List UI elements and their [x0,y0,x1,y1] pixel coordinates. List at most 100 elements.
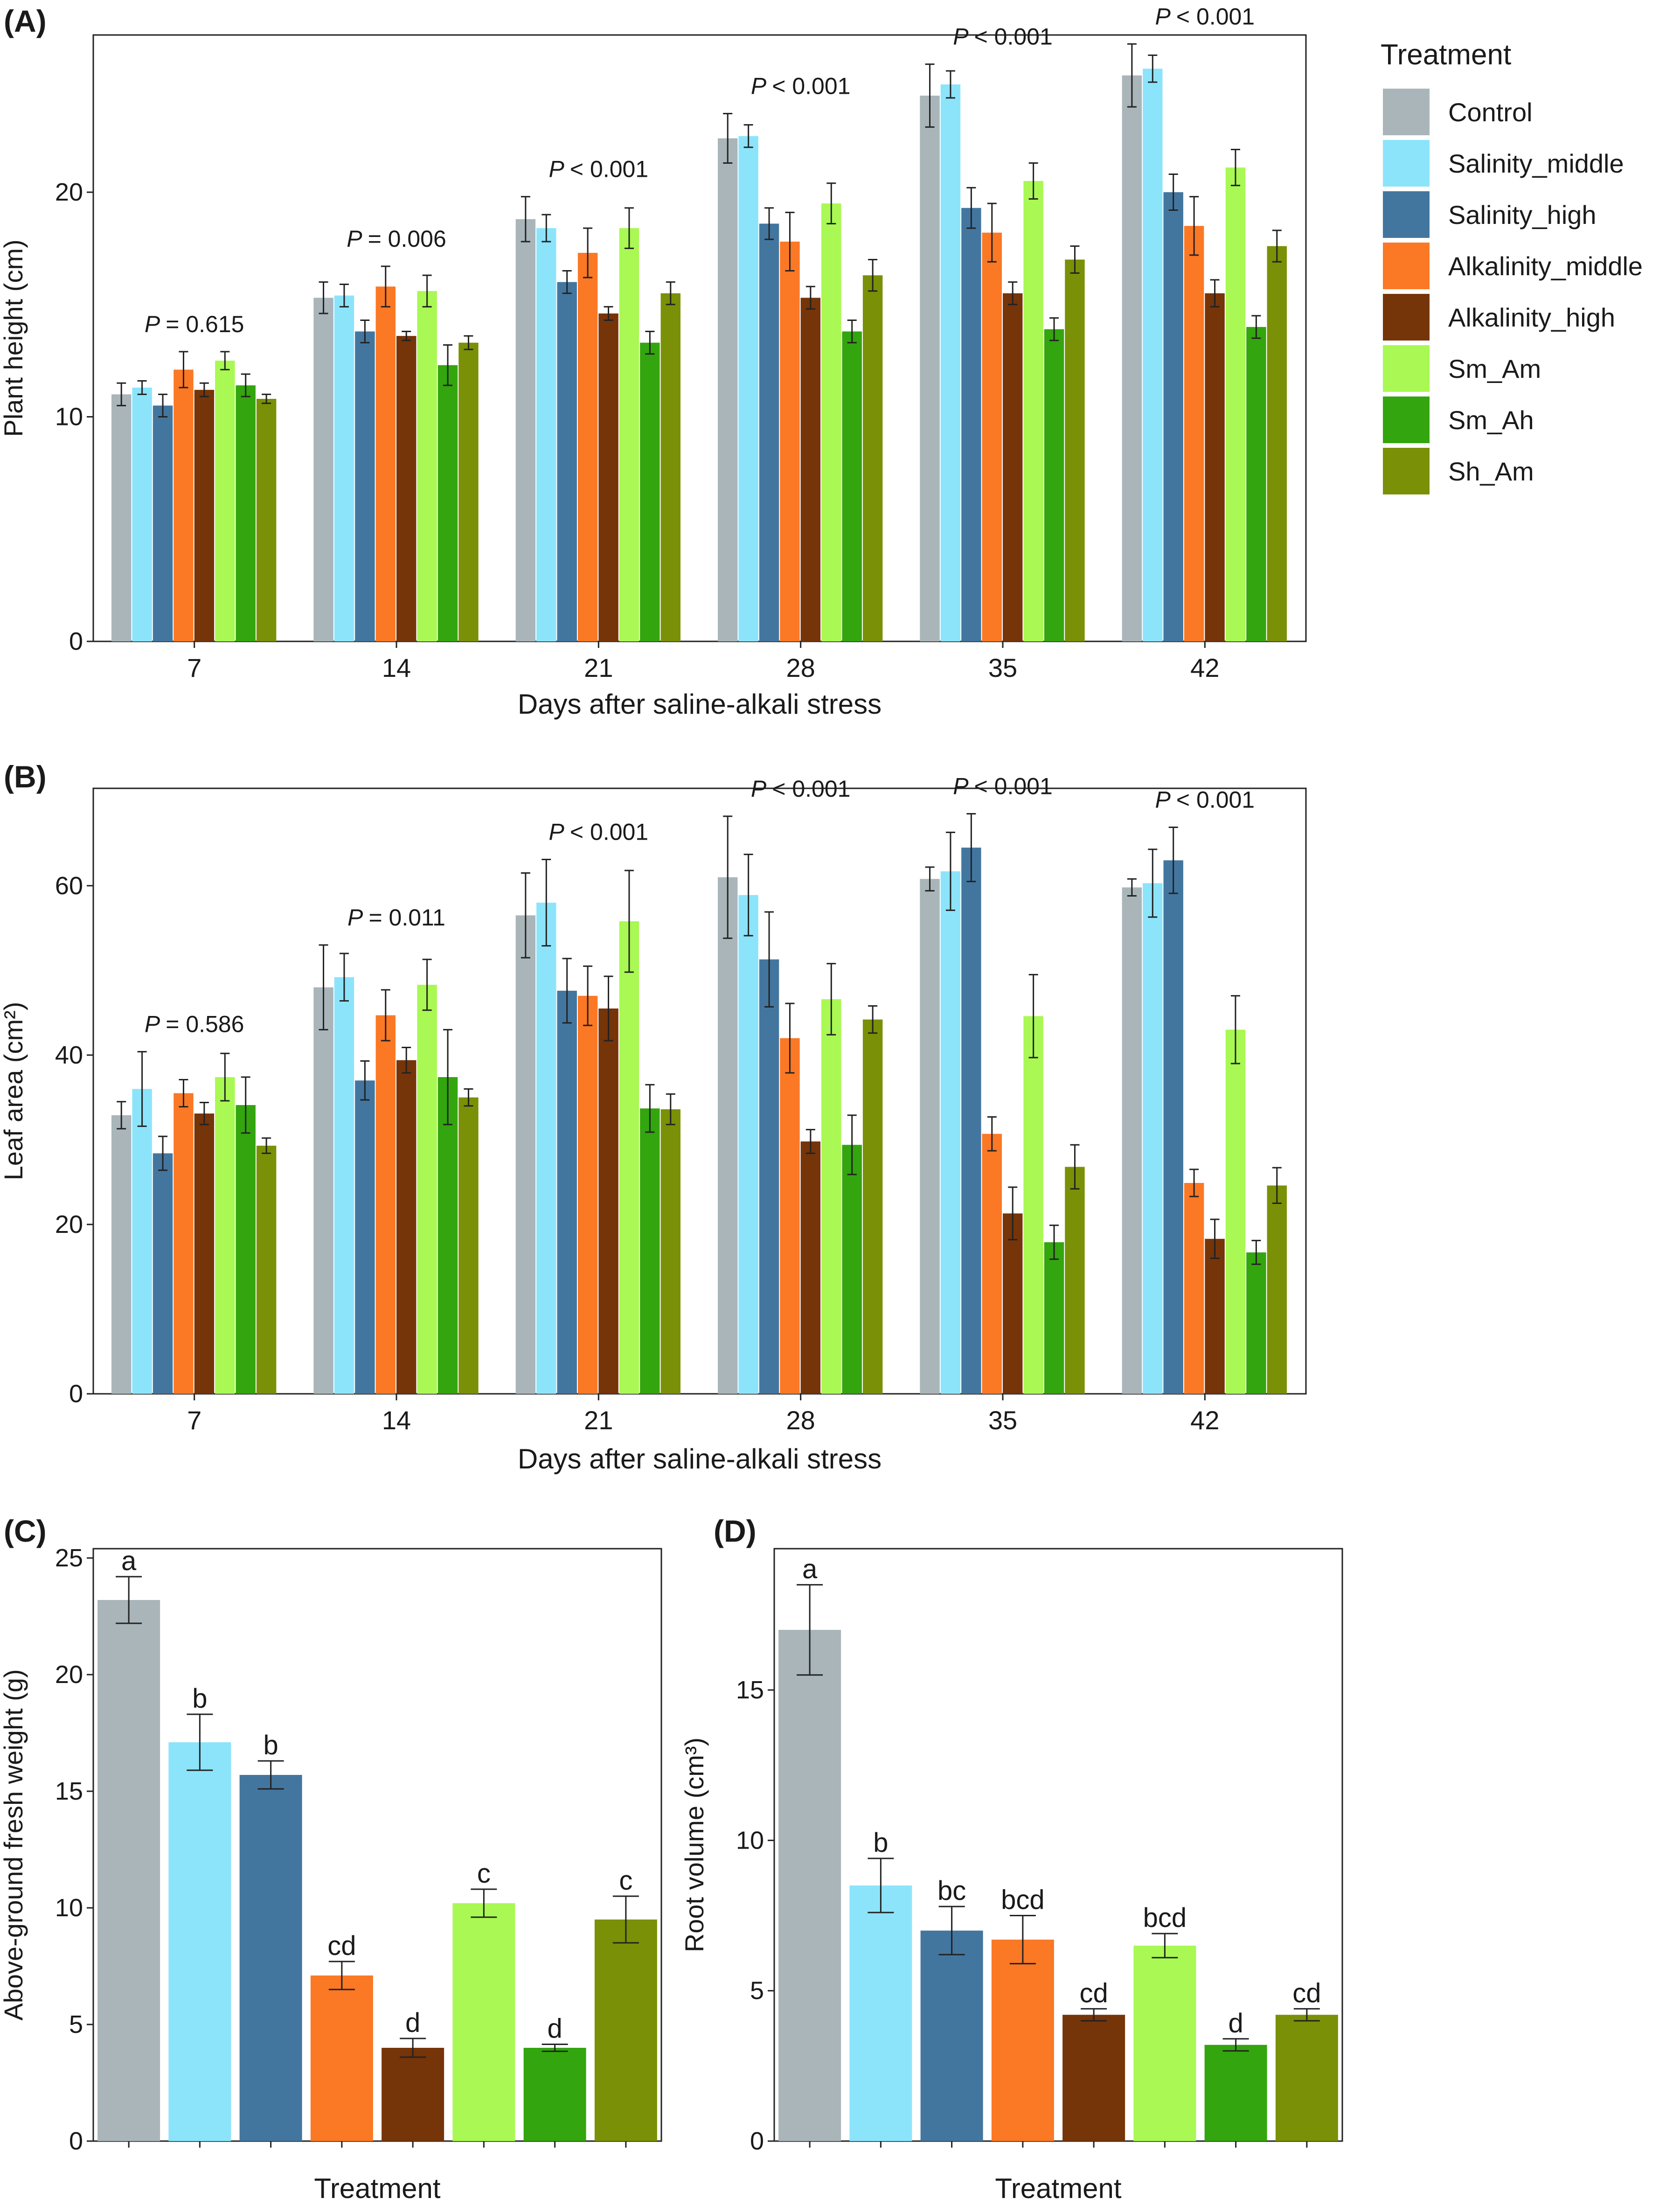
bar [1143,883,1163,1394]
y-tick-label: 40 [55,1041,83,1069]
bar [619,921,639,1394]
legend-item-label: Alkalinity_middle [1448,251,1643,281]
bar [991,1940,1054,2141]
bar [640,342,660,641]
bar [780,241,800,641]
legend-swatch [1383,191,1430,238]
x-tick-label: 28 [786,1405,815,1435]
p-value-label: P < 0.001 [1155,787,1255,813]
y-tick-label: 10 [55,1894,83,1922]
bar [523,2048,586,2141]
bar [660,293,680,641]
bar [452,1903,515,2141]
significance-letter: b [263,1730,278,1760]
bar [536,903,556,1394]
bar [1163,192,1183,641]
bar [862,1019,883,1394]
y-tick-label: 0 [69,627,83,655]
significance-letter: bc [937,1876,966,1906]
x-axis-label: Days after saline-alkali stress [518,689,882,720]
x-axis-label: Treatment [995,2173,1122,2204]
bar [821,999,841,1394]
x-tick-label: 42 [1190,1405,1219,1435]
legend-item-label: Sm_Am [1448,354,1541,383]
y-tick-label: 0 [750,2127,764,2155]
bar [940,84,961,642]
bar [821,203,841,642]
bar [961,848,981,1394]
y-axis-label: Above-ground fresh weight (g) [0,1669,28,2020]
bar [236,385,256,641]
y-tick-label: 10 [736,1826,764,1854]
legend-swatch [1383,345,1430,392]
p-value-label: P < 0.001 [1155,3,1255,29]
legend-swatch [1383,89,1430,135]
bar [738,895,758,1394]
bar [437,1077,458,1394]
bar [940,871,961,1394]
bar [1122,887,1142,1394]
bar [1275,2015,1338,2141]
legend-item-label: Salinity_high [1448,200,1597,230]
bar [236,1105,256,1394]
bar [759,959,779,1394]
significance-letter: cd [1079,1978,1108,2008]
x-axis-label: Days after saline-alkali stress [518,1443,882,1475]
significance-letter: bcd [1001,1885,1045,1915]
bar [1143,69,1163,642]
bar [1122,75,1142,642]
bar [1023,1016,1043,1394]
bar [382,2048,444,2141]
bar [598,1009,618,1394]
bar [759,223,779,641]
panel-label: (A) [4,4,47,38]
bar [417,985,437,1394]
bar [1205,293,1225,641]
bar [174,369,194,641]
significance-letter: c [477,1858,491,1889]
p-value-label: P < 0.001 [549,156,649,182]
x-tick-label: 21 [584,1405,613,1435]
bar [458,1097,479,1394]
bar [718,138,738,642]
y-axis-label: Leaf area (cm²) [0,1002,28,1181]
x-tick-label: 42 [1190,653,1219,682]
significance-letter: b [192,1683,207,1714]
legend-swatch [1383,294,1430,341]
bar [577,995,598,1394]
x-tick-label: 28 [786,653,815,682]
y-tick-label: 25 [55,1544,83,1572]
x-axis-label: Treatment [314,2173,441,2204]
bar [778,1630,841,2141]
p-value-label: P < 0.001 [953,24,1053,50]
bar [1204,2045,1267,2141]
bar [334,977,354,1394]
bar [215,361,235,641]
legend-swatch [1383,396,1430,443]
bar [1205,1238,1225,1394]
significance-letter: d [405,2008,420,2038]
bar [1246,327,1266,641]
p-value-label: P < 0.001 [953,773,1053,799]
legend-item-label: Alkalinity_high [1448,303,1615,332]
bar [97,1600,160,2141]
bar [862,275,883,641]
x-tick-label: 7 [187,1405,201,1435]
bar [313,298,333,641]
bar [800,298,821,641]
bar [334,295,354,641]
bar [1062,2015,1125,2141]
bar [153,1153,173,1394]
y-tick-label: 0 [69,1380,83,1408]
x-tick-label: 7 [187,653,201,682]
bar [396,336,417,641]
bar [355,331,375,641]
bar [920,1930,983,2141]
y-tick-label: 10 [55,403,83,431]
bar [982,232,1002,641]
bar [640,1108,660,1394]
x-tick-label: 21 [584,653,613,682]
bar [800,1141,821,1394]
p-value-label: P < 0.001 [751,73,851,99]
